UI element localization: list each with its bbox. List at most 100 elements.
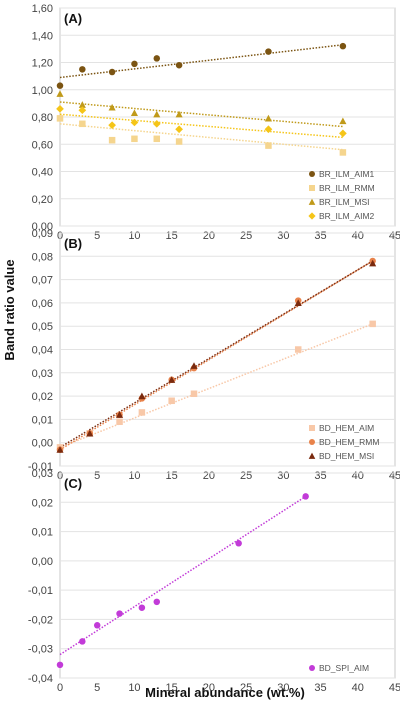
panel-1-label: (A) <box>64 11 82 26</box>
panel-3-y-tick-label: 0,02 <box>32 497 53 509</box>
trendline-BR_ILM_MSI <box>59 101 343 128</box>
panel-3-x-tick-label: 5 <box>94 682 100 694</box>
panel-2-y-tick-label: 0,04 <box>32 345 53 357</box>
panel-2-x-tick-label: 30 <box>277 470 289 482</box>
panel-3-y-tick-label: 0,03 <box>32 468 53 480</box>
data-point-BD_HEM_MSI <box>168 376 176 383</box>
panel-1: 0,000,200,400,600,801,001,201,401,600 5 10… <box>32 3 400 242</box>
data-point-BR_ILM_AIM2 <box>264 125 273 134</box>
panel-3-x-tick-label: 20 <box>203 682 215 694</box>
data-point-BR_ILM_MSI <box>56 90 64 97</box>
data-point-BR_ILM_RMM <box>79 120 86 128</box>
y-axis-label: Band ratio value <box>2 259 17 360</box>
panel-3-y-tick-label: 0,01 <box>32 527 53 539</box>
data-point-BR_ILM_RMM <box>339 149 347 156</box>
panel-2-x-tick-label: 20 <box>203 470 215 482</box>
data-point-BD_HEM_MSI <box>86 429 94 437</box>
data-point-BR_ILM_AIM2 <box>78 106 87 115</box>
legend-label-BD_HEM_RMM: BD_HEM_RMM <box>319 437 379 447</box>
data-point-BD_HEM_AIM <box>369 320 376 328</box>
data-point-BD_SPI_AIM <box>235 540 242 547</box>
panel-2-x-tick-label: 25 <box>240 470 252 482</box>
trendline-BD_SPI_AIM <box>59 495 307 656</box>
panel-1-y-tick-label: 0,40 <box>32 167 53 179</box>
data-point-BR_ILM_RMM <box>175 138 183 145</box>
panel-3-y-tick-label: 0,00 <box>32 556 53 568</box>
panel-2-x-tick-label: 15 <box>166 470 178 482</box>
panel-1-x-tick-label: 25 <box>240 230 252 242</box>
data-point-BD_HEM_MSI <box>116 411 124 418</box>
panel-1-x-tick-label: 20 <box>203 230 215 242</box>
panel-3-x-tick-label: 10 <box>128 682 140 694</box>
panel-3-x-tick-label: 25 <box>240 682 252 694</box>
panel-1-y-tick-label: 0,00 <box>32 221 53 233</box>
data-point-BR_ILM_AIM1 <box>265 48 272 55</box>
panel-1-y-tick-label: 0,80 <box>32 112 53 124</box>
legend-marker-BD_HEM_MSI <box>308 452 316 459</box>
legend-marker-BD_HEM_RMM <box>309 439 315 445</box>
panel-1-y-tick-label: 1,40 <box>32 30 53 42</box>
panel-1-y-tick-label: 0,20 <box>32 194 53 206</box>
data-point-BR_ILM_MSI <box>78 101 86 108</box>
data-point-BR_ILM_AIM2 <box>56 104 64 113</box>
data-point-BD_HEM_AIM <box>294 346 302 353</box>
data-point-BR_ILM_AIM1 <box>339 42 347 50</box>
panel-2-y-tick-label: 0,06 <box>32 298 53 310</box>
panel-1-x-tick-label: 35 <box>314 230 326 242</box>
data-point-BR_ILM_MSI <box>175 110 183 118</box>
legend-label-BD_SPI_AIM: BD_SPI_AIM <box>319 663 369 673</box>
panel-3: -0,04 -0,03 -0,02 -0,01 0,00 0,01 0,02 0,03 0 5 10… <box>28 468 400 694</box>
data-point-BR_ILM_AIM1 <box>153 55 161 62</box>
legend-label-BR_ILM_RMM: BR_ILM_RMM <box>319 183 375 193</box>
panel-3-x-tick-label: 45 <box>389 682 400 694</box>
panel-2-y-tick-label: 0,02 <box>32 391 53 403</box>
panel-3-x-tick-label: 0 <box>57 682 63 694</box>
data-point-BD_HEM_AIM <box>168 397 175 405</box>
data-point-BR_ILM_AIM1 <box>175 61 183 69</box>
legend-label-BR_ILM_MSI: BR_ILM_MSI <box>319 197 370 207</box>
legend-label-BD_HEM_MSI: BD_HEM_MSI <box>319 451 374 461</box>
legend-marker-BD_SPI_AIM <box>309 665 315 671</box>
legend-label-BD_HEM_AIM: BD_HEM_AIM <box>319 423 374 433</box>
data-point-BD_HEM_MSI <box>369 259 377 267</box>
trendline-BR_ILM_AIM2 <box>59 113 343 139</box>
panel-3-x-tick-label: 35 <box>314 682 326 694</box>
panel-2-x-tick-label: 45 <box>389 470 400 482</box>
panel-3-x-tick-label: 30 <box>277 682 289 694</box>
data-point-BR_ILM_RMM <box>265 142 272 149</box>
data-point-BD_SPI_AIM <box>153 598 161 606</box>
data-point-BR_ILM_AIM1 <box>79 66 86 73</box>
data-point-BR_ILM_MSI <box>108 103 116 111</box>
panel-2-x-tick-label: 40 <box>352 470 364 482</box>
panel-1-x-tick-label: 15 <box>166 230 178 242</box>
panel-1-y-tick-label: 1,60 <box>32 3 53 15</box>
panel-3-x-tick-label: 15 <box>166 682 178 694</box>
panel-2-y-tick-label: 0,09 <box>32 228 53 240</box>
data-point-BD_SPI_AIM <box>56 661 64 669</box>
panel-2-x-tick-label: 35 <box>314 470 326 482</box>
panel-3-y-tick-label: -0,01 <box>28 585 53 597</box>
data-point-BD_HEM_MSI <box>56 446 64 453</box>
data-point-BR_ILM_MSI <box>130 109 138 116</box>
legend-marker-BR_ILM_RMM <box>309 185 315 191</box>
panel-3-y-tick-label: -0,04 <box>28 673 53 685</box>
data-point-BD_HEM_AIM <box>116 418 123 425</box>
legend-label-BR_ILM_AIM1: BR_ILM_AIM1 <box>319 169 375 179</box>
panel-3-label: (C) <box>64 476 82 491</box>
panel-2-y-tick-label: 0,05 <box>32 321 53 333</box>
data-point-BR_ILM_MSI <box>153 110 161 118</box>
data-point-BD_SPI_AIM <box>302 493 309 500</box>
panel-2: -0,01 0,00 0,01 0,02 0,03 0,04 0,05 0,06 0,07 0,0… <box>28 228 400 482</box>
panel-1-x-tick-label: 5 <box>94 230 100 242</box>
data-point-BD_HEM_MSI <box>190 362 198 369</box>
data-point-BR_ILM_AIM2 <box>339 129 347 138</box>
panel-3-y-tick-label: -0,02 <box>28 614 53 626</box>
data-point-BR_ILM_MSI <box>264 114 272 122</box>
data-point-BR_ILM_RMM <box>153 135 161 143</box>
data-point-BR_ILM_RMM <box>131 135 138 143</box>
data-point-BD_HEM_AIM <box>138 409 146 416</box>
data-point-BD_SPI_AIM <box>93 622 101 629</box>
trendline-BD_HEM_RMM <box>59 260 374 451</box>
panel-2-y-tick-label: 0,01 <box>32 414 53 426</box>
data-point-BR_ILM_MSI <box>339 117 347 125</box>
